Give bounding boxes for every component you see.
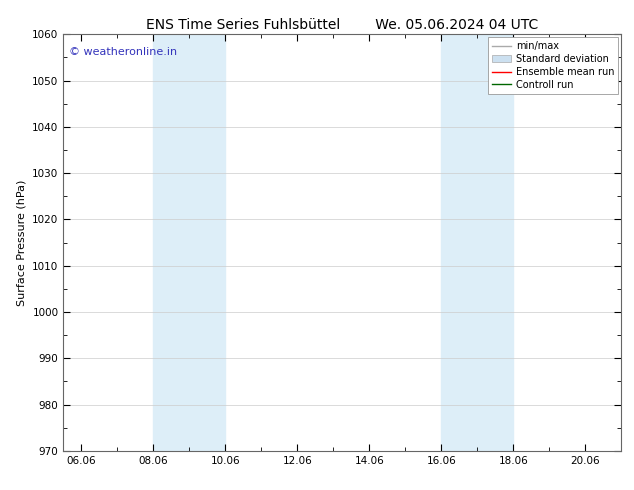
Text: © weatheronline.in: © weatheronline.in bbox=[69, 47, 177, 57]
Y-axis label: Surface Pressure (hPa): Surface Pressure (hPa) bbox=[16, 179, 27, 306]
Bar bbox=[441, 34, 514, 451]
Title: ENS Time Series Fuhlsbüttel        We. 05.06.2024 04 UTC: ENS Time Series Fuhlsbüttel We. 05.06.20… bbox=[146, 18, 538, 32]
Bar bbox=[153, 34, 225, 451]
Legend: min/max, Standard deviation, Ensemble mean run, Controll run: min/max, Standard deviation, Ensemble me… bbox=[488, 37, 618, 94]
